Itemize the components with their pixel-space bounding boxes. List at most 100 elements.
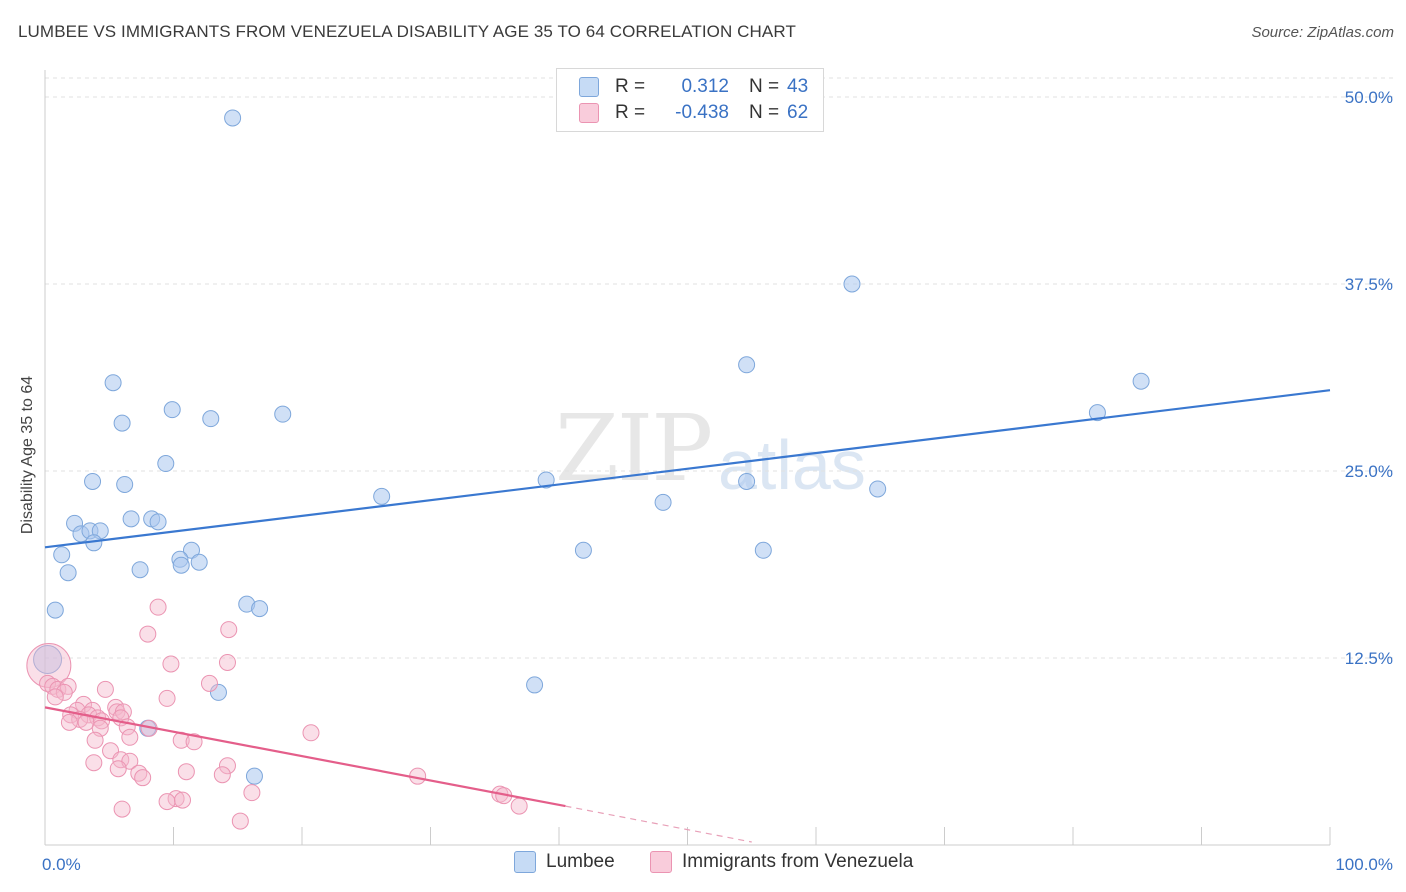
lumbee-point — [1132, 372, 1150, 390]
venezuela-point — [86, 731, 104, 749]
lumbee-points — [33, 109, 1150, 785]
lumbee-point — [754, 541, 772, 559]
venezuela-point — [121, 728, 139, 746]
lumbee-point — [654, 493, 672, 511]
venezuela-point — [149, 598, 167, 616]
lumbee-point — [245, 767, 263, 785]
venezuela-point — [213, 766, 231, 784]
venezuela-points — [26, 598, 528, 830]
venezuela-point — [39, 674, 57, 692]
lumbee-point — [843, 275, 861, 293]
lumbee-point — [574, 541, 592, 559]
axes — [44, 70, 1331, 846]
legend-swatch-venezuela — [650, 851, 672, 873]
legend-n-value: 43 — [787, 76, 809, 97]
lumbee-point — [738, 472, 756, 490]
lumbee-point — [53, 546, 71, 564]
x-tick-label: 0.0% — [42, 855, 81, 874]
venezuela-point — [510, 797, 528, 815]
x-tick-label: 100.0% — [1335, 855, 1393, 874]
venezuela-point — [96, 680, 114, 698]
venezuela-point — [46, 688, 64, 706]
legend-swatch-lumbee — [514, 851, 536, 873]
venezuela-point — [185, 733, 203, 751]
lumbee-point — [59, 564, 77, 582]
legend-r-value: -0.438 — [675, 102, 729, 123]
legend-r-label: R = — [615, 102, 646, 123]
watermark-atlas: atlas — [718, 426, 866, 504]
lumbee-point — [172, 556, 190, 574]
lumbee-point — [526, 676, 544, 694]
legend-label-lumbee: Lumbee — [546, 851, 615, 872]
tick-labels: 12.5% 25.0% 37.5% 50.0% 0.0% 100.0% — [42, 88, 1393, 874]
venezuela-point — [200, 674, 218, 692]
venezuela-point — [26, 642, 72, 688]
venezuela-point — [158, 793, 176, 811]
watermark-zip: ZIP — [555, 395, 713, 502]
lumbee-point — [113, 414, 131, 432]
venezuela-point — [85, 754, 103, 772]
lumbee-point — [224, 109, 242, 127]
lumbee-point — [738, 356, 756, 374]
lumbee-point — [122, 510, 140, 528]
venezuela-point — [113, 800, 131, 818]
legend-item-lumbee[interactable]: Lumbee — [514, 851, 615, 873]
y-tick-label: 37.5% — [1345, 275, 1393, 294]
venezuela-point — [139, 625, 157, 643]
series-legend: Lumbee Immigrants from Venezuela — [0, 851, 1406, 879]
legend-r-label: R = — [615, 76, 646, 97]
legend-row-lumbee: R = 0.312 N = 43 — [579, 75, 808, 99]
lumbee-point — [274, 405, 292, 423]
venezuela-point — [218, 653, 236, 671]
venezuela-point — [243, 784, 261, 802]
legend-item-venezuela[interactable]: Immigrants from Venezuela — [650, 851, 913, 873]
venezuela-point — [218, 757, 236, 775]
y-tick-label: 25.0% — [1345, 462, 1393, 481]
chart-title: LUMBEE VS IMMIGRANTS FROM VENEZUELA DISA… — [18, 22, 796, 41]
y-tick-label: 12.5% — [1345, 649, 1393, 668]
lumbee-point — [869, 480, 887, 498]
lumbee-point — [163, 401, 181, 419]
lumbee-point — [182, 541, 200, 559]
lumbee-point — [149, 513, 167, 531]
lumbee-point — [190, 553, 208, 571]
legend-r-value: 0.312 — [681, 76, 729, 97]
legend-n-value: 62 — [787, 102, 809, 123]
legend-row-venezuela: R = -0.438 N = 62 — [579, 101, 808, 125]
lumbee-point — [104, 374, 122, 392]
lumbee-point — [1088, 404, 1106, 422]
lumbee-point — [157, 455, 175, 473]
venezuela-point — [162, 655, 180, 673]
venezuela-point — [302, 724, 320, 742]
trend-lines — [44, 389, 1331, 843]
y-tick-label: 50.0% — [1345, 88, 1393, 107]
venezuela-trend-line — [44, 706, 566, 808]
venezuela-trend-extension — [565, 805, 752, 843]
lumbee-point — [131, 561, 149, 579]
grid-lines — [45, 77, 1395, 659]
lumbee-trend-line — [44, 389, 1331, 549]
venezuela-point — [167, 790, 185, 808]
venezuela-point — [60, 713, 78, 731]
source-credit: Source: ZipAtlas.com — [1251, 24, 1394, 41]
venezuela-point — [220, 621, 238, 639]
legend-n-label: N = — [749, 102, 780, 123]
venezuela-point — [134, 769, 152, 787]
venezuela-point — [231, 812, 249, 830]
venezuela-point — [55, 683, 73, 701]
lumbee-point — [251, 600, 269, 618]
legend-n-label: N = — [749, 76, 780, 97]
lumbee-point — [116, 475, 134, 493]
lumbee-point — [202, 410, 220, 428]
lumbee-point — [537, 471, 555, 489]
correlation-legend: R = 0.312 N = 43 R = -0.438 N = 62 — [556, 68, 824, 132]
venezuela-point — [173, 791, 191, 809]
lumbee-point — [84, 472, 102, 490]
legend-swatch-venezuela — [579, 103, 599, 123]
lumbee-point — [209, 683, 227, 701]
lumbee-point — [373, 487, 391, 505]
venezuela-point — [177, 763, 195, 781]
lumbee-point — [33, 644, 63, 674]
legend-swatch-lumbee — [579, 77, 599, 97]
